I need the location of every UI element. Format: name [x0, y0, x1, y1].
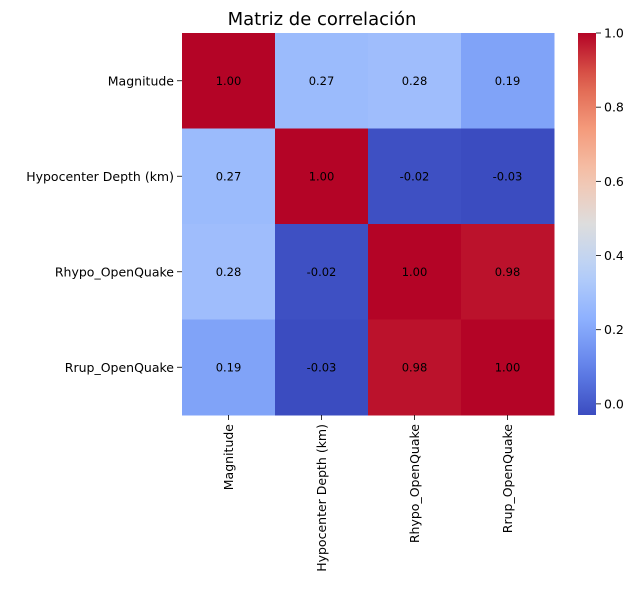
heatmap-cell — [182, 33, 276, 129]
x-tick-label: Rhypo_OpenQuake — [407, 424, 422, 543]
x-tick-label: Hypocenter Depth (km) — [314, 424, 329, 572]
y-tick-labels: Magnitude Hypocenter Depth (km) Rhypo_Open… — [26, 73, 182, 375]
heatmap-cell — [368, 224, 462, 320]
cell-annotation: -0.02 — [307, 265, 337, 279]
heatmap-cell — [461, 33, 555, 129]
x-tick-labels: Magnitude Hypocenter Depth (km) Rhypo_Open… — [221, 415, 515, 572]
heatmap-cells — [182, 33, 555, 416]
colorbar-tick-label: 0.2 — [604, 322, 624, 337]
heatmap-cell — [275, 33, 369, 129]
cell-annotation: 1.00 — [309, 169, 335, 183]
cell-annotation: 0.19 — [216, 360, 242, 374]
heatmap-cell — [182, 128, 276, 225]
cell-annotation: 0.27 — [309, 74, 335, 88]
cell-annotation: -0.03 — [493, 169, 523, 183]
colorbar-bar — [578, 33, 596, 415]
heatmap-cell — [461, 319, 555, 416]
y-tick-label: Magnitude — [108, 73, 175, 88]
heatmap-cell — [275, 128, 369, 225]
heatmap-cell — [461, 224, 555, 320]
chart-title: Matriz de correlación — [228, 9, 417, 30]
cell-annotation: -0.02 — [400, 169, 430, 183]
cell-annotation: 0.27 — [216, 169, 242, 183]
y-tick-label: Rhypo_OpenQuake — [55, 264, 174, 279]
heatmap-cell — [182, 319, 276, 416]
x-tick-label: Rrup_OpenQuake — [500, 424, 515, 534]
heatmap-cell — [275, 319, 369, 416]
heatmap-cell — [461, 128, 555, 225]
heatmap-cell — [182, 224, 276, 320]
heatmap-cell — [368, 33, 462, 129]
cell-annotation: 0.98 — [402, 360, 428, 374]
colorbar-tick-label: 0.0 — [604, 396, 624, 411]
heatmap-cell — [368, 319, 462, 416]
x-tick-label: Magnitude — [221, 424, 236, 491]
colorbar: 0.0 0.2 0.4 0.6 0.8 1.0 — [578, 26, 624, 415]
cell-annotation: 0.98 — [495, 265, 521, 279]
cell-annotation: 0.19 — [495, 74, 521, 88]
colorbar-tick-label: 0.6 — [604, 174, 624, 189]
colorbar-tick-label: 0.8 — [604, 100, 624, 115]
cell-annotation: 1.00 — [495, 360, 521, 374]
cell-annotation: 1.00 — [402, 265, 428, 279]
cell-annotation: 0.28 — [402, 74, 428, 88]
y-tick-label: Rrup_OpenQuake — [65, 360, 175, 375]
y-tick-label: Hypocenter Depth (km) — [26, 169, 174, 184]
cell-annotation: -0.03 — [307, 360, 337, 374]
cell-annotation: 1.00 — [216, 74, 242, 88]
colorbar-tick-label: 0.4 — [604, 248, 624, 263]
heatmap-cell — [275, 224, 369, 320]
cell-annotation: 0.28 — [216, 265, 242, 279]
heatmap-annotations: 1.00 0.27 0.28 0.19 0.27 1.00 -0.02 -0.03 0.28 -0… — [216, 74, 523, 375]
heatmap-cell — [368, 128, 462, 225]
colorbar-tick-label: 1.0 — [604, 26, 624, 41]
